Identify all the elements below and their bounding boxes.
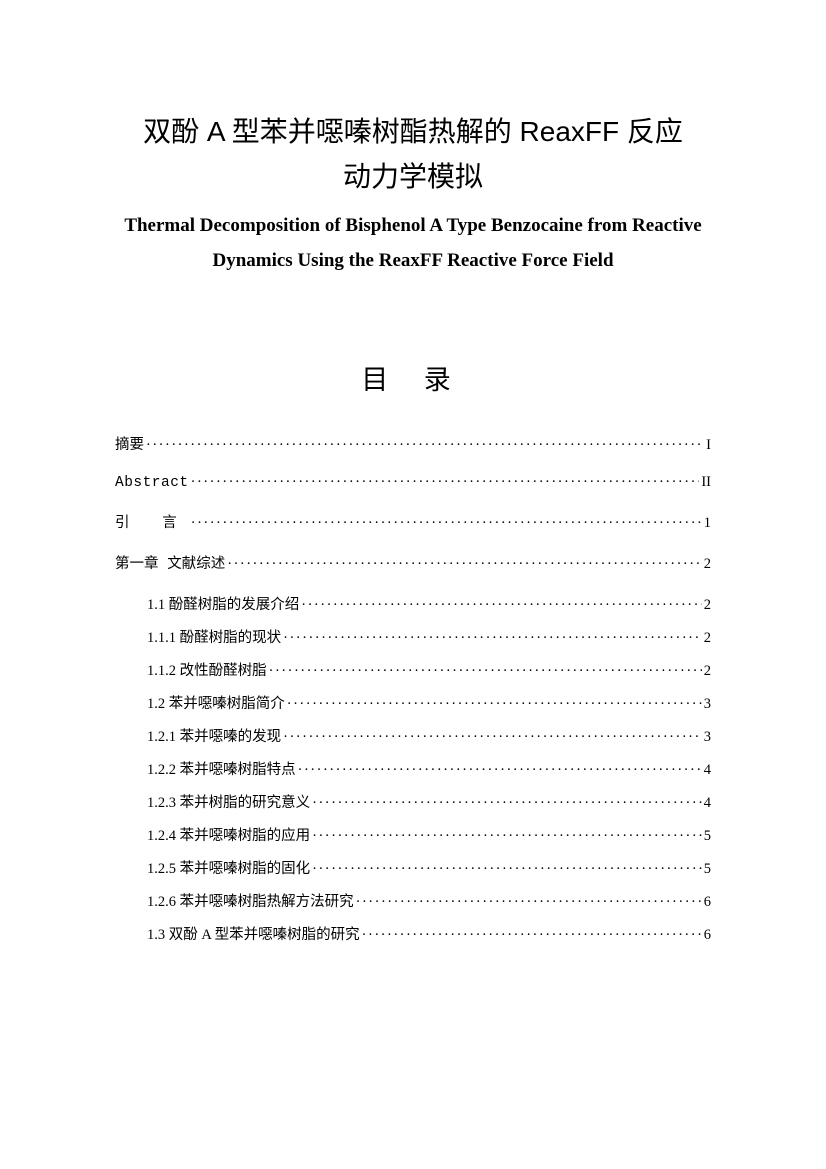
toc-label: 1.3 双酚 A 型苯并噁嗪树脂的研究 [147,923,360,944]
toc-label: 1.2.5 苯并噁嗪树脂的固化 [147,857,310,878]
toc-page: 6 [704,927,711,944]
toc-leader [356,894,702,911]
title-cn-line2: 动力学模拟 [115,155,711,200]
toc-row: 1.3 双酚 A 型苯并噁嗪树脂的研究 6 [115,923,711,944]
toc-row: 1.2.3 苯并树脂的研究意义 4 [115,791,711,812]
toc-leader [362,927,702,944]
toc-page: 3 [704,696,711,713]
toc-page: 3 [704,729,711,746]
title-english: Thermal Decomposition of Bisphenol A Typ… [115,208,711,278]
toc-row: Abstract II [115,474,711,491]
toc-page: 5 [704,828,711,845]
toc-leader [283,729,702,746]
toc-page: 4 [704,762,711,779]
toc-leader [312,828,702,845]
toc-row: 1.2.5 苯并噁嗪树脂的固化 5 [115,857,711,878]
toc-label: Abstract [115,475,189,491]
toc-label: 1.2.2 苯并噁嗪树脂特点 [147,758,296,779]
toc-page: 6 [704,894,711,911]
toc-label: 摘要 [115,433,144,454]
toc-label: 引 言 [115,511,189,532]
toc-page: I [706,437,711,454]
toc-label: 1.2.4 苯并噁嗪树脂的应用 [147,824,310,845]
toc-label: 1.1.2 改性酚醛树脂 [147,659,267,680]
toc-label: 1.2.1 苯并噁嗪的发现 [147,725,281,746]
toc-leader [191,515,702,532]
toc-row: 1.1.1 酚醛树脂的现状 2 [115,626,711,647]
toc-label: 1.2.3 苯并树脂的研究意义 [147,791,310,812]
toc-page: 2 [704,630,711,647]
title-chinese: 双酚 A 型苯并噁嗪树酯热解的 ReaxFF 反应 动力学模拟 [115,110,711,200]
toc-label: 1.1 酚醛树脂的发展介绍 [147,593,299,614]
toc-leader [298,762,702,779]
toc-label: 第一章 文献综述 [115,552,225,573]
toc-row: 1.2.2 苯并噁嗪树脂特点 4 [115,758,711,779]
toc-row: 1.1 酚醛树脂的发展介绍 2 [115,593,711,614]
title-cn-line1: 双酚 A 型苯并噁嗪树酯热解的 ReaxFF 反应 [115,110,711,155]
toc-page: II [701,474,711,491]
toc-page: 2 [704,663,711,680]
toc-list: 摘要 I Abstract II 引 言 1 第一章 文献综述 2 1.1 酚醛树脂的发展介绍 2… [115,433,711,944]
toc-page: 5 [704,861,711,878]
toc-leader [146,437,704,454]
toc-leader [312,795,702,812]
toc-row: 1.1.2 改性酚醛树脂 2 [115,659,711,680]
toc-label: 1.2.6 苯并噁嗪树脂热解方法研究 [147,890,354,911]
toc-label: 1.2 苯并噁嗪树脂简介 [147,692,285,713]
toc-leader [191,474,700,491]
toc-leader [269,663,702,680]
toc-page: 2 [704,597,711,614]
toc-row: 第一章 文献综述 2 [115,552,711,573]
toc-row: 1.2.6 苯并噁嗪树脂热解方法研究 6 [115,890,711,911]
toc-row: 引 言 1 [115,511,711,532]
toc-leader [301,597,702,614]
toc-heading: 目 录 [115,358,711,397]
toc-page: 4 [704,795,711,812]
toc-row: 1.2 苯并噁嗪树脂简介 3 [115,692,711,713]
toc-row: 摘要 I [115,433,711,454]
toc-row: 1.2.4 苯并噁嗪树脂的应用 5 [115,824,711,845]
toc-leader [283,630,702,647]
toc-page: 2 [704,556,711,573]
toc-leader [287,696,702,713]
toc-row: 1.2.1 苯并噁嗪的发现 3 [115,725,711,746]
toc-leader [227,556,702,573]
toc-page: 1 [704,515,711,532]
toc-leader [312,861,702,878]
toc-label: 1.1.1 酚醛树脂的现状 [147,626,281,647]
